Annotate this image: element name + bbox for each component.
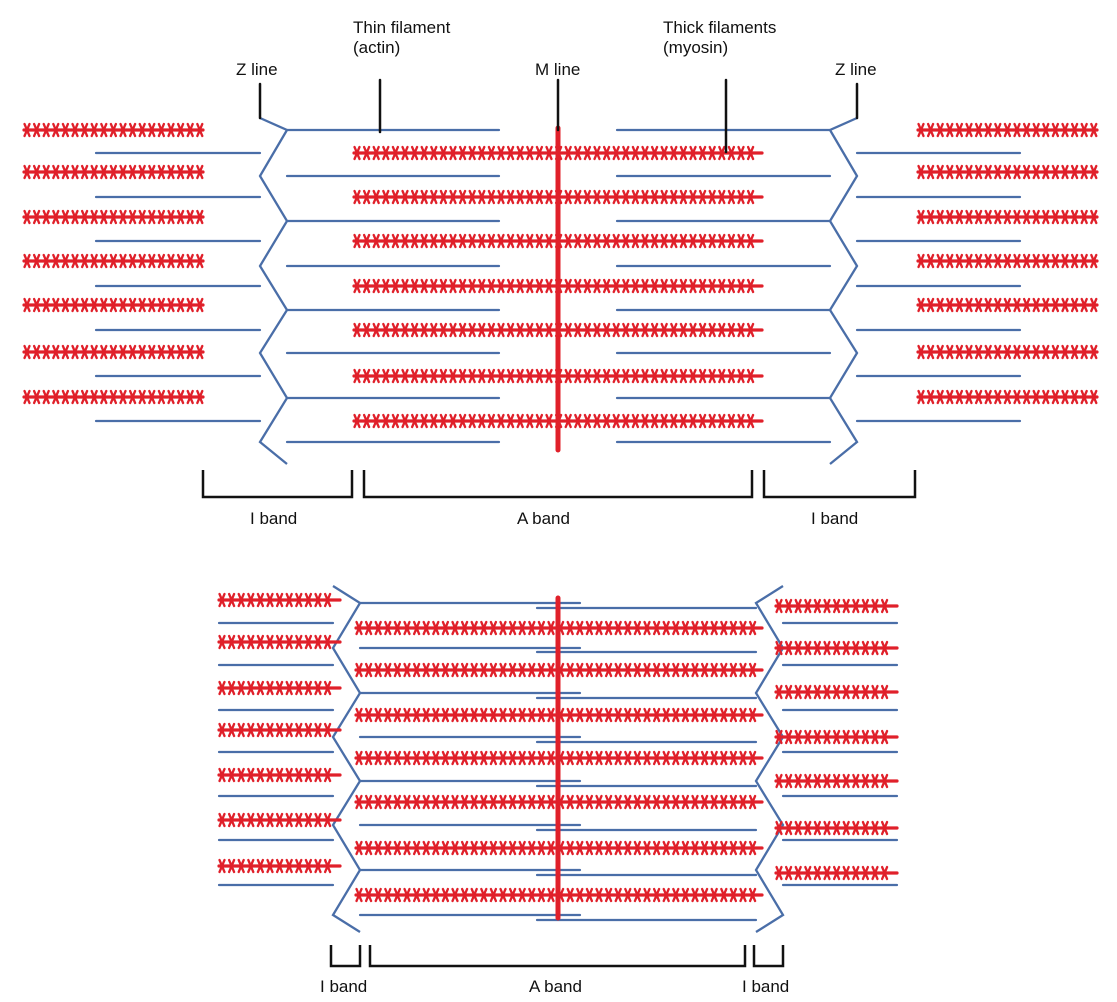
z-line-label-left: Z line	[236, 60, 278, 79]
contracted-a-band-label: A band	[529, 977, 582, 996]
contracted-i-band-left-bracket	[329, 945, 362, 968]
thick-filament	[916, 389, 1099, 405]
thick-filament	[22, 253, 205, 269]
thick-filament	[217, 592, 342, 608]
thick-filament	[916, 209, 1099, 225]
thin-filament-label: Thin filament (actin)	[353, 18, 450, 58]
thick-filament	[774, 598, 899, 614]
thick-filament	[22, 209, 205, 225]
z-line-right	[828, 116, 859, 465]
thick-filament	[774, 773, 899, 789]
thick-filament	[774, 729, 899, 745]
relaxed-i-band-left-bracket	[201, 470, 354, 499]
thick-filament	[774, 640, 899, 656]
contracted-sarcomere	[217, 585, 899, 933]
m-line-label: M line	[535, 60, 581, 79]
thick-filament	[217, 858, 342, 874]
relaxed-i-band-right-bracket	[762, 470, 917, 499]
thick-filament	[217, 767, 342, 783]
thick-filaments-label-line1: Thick filaments	[663, 18, 777, 37]
band-brackets	[201, 470, 917, 968]
thick-filament	[916, 344, 1099, 360]
z-line-right	[754, 585, 785, 933]
relaxed-i-band-right-label: I band	[811, 509, 859, 528]
thick-filament	[916, 164, 1099, 180]
thick-filament	[916, 297, 1099, 313]
thick-filament	[774, 820, 899, 836]
relaxed-a-band-bracket	[362, 470, 754, 499]
z-line-left	[331, 585, 362, 933]
z-line-label-right: Z line	[835, 60, 877, 79]
relaxed-i-band-left-label: I band	[250, 509, 298, 528]
thick-filament	[22, 297, 205, 313]
thick-filament	[217, 680, 342, 696]
contracted-i-band-left-label: I band	[320, 977, 368, 996]
relaxed-a-band-label: A band	[517, 509, 570, 528]
thick-filaments-label-line2: (myosin)	[663, 38, 729, 57]
thick-filaments-label: Thick filaments (myosin)	[663, 18, 776, 58]
thin-filament-label-line1: Thin filament	[353, 18, 451, 37]
thick-filament	[774, 684, 899, 700]
label-pointers	[258, 78, 859, 154]
thick-filament	[22, 122, 205, 138]
z-line-left	[258, 116, 289, 465]
thick-filament	[217, 634, 342, 650]
thick-filament	[916, 122, 1099, 138]
thick-filament	[352, 278, 764, 294]
thick-filament	[916, 253, 1099, 269]
contracted-a-band-bracket	[368, 945, 747, 968]
contracted-i-band-right-bracket	[752, 945, 785, 968]
thick-filament	[217, 722, 342, 738]
thick-filament	[22, 389, 205, 405]
thin-filament-label-line2: (actin)	[353, 38, 401, 57]
contracted-i-band-right-label: I band	[742, 977, 790, 996]
thick-filament	[22, 164, 205, 180]
thick-filament	[217, 812, 342, 828]
thick-filament	[22, 344, 205, 360]
relaxed-sarcomere	[22, 116, 1099, 465]
thick-filament	[774, 865, 899, 881]
